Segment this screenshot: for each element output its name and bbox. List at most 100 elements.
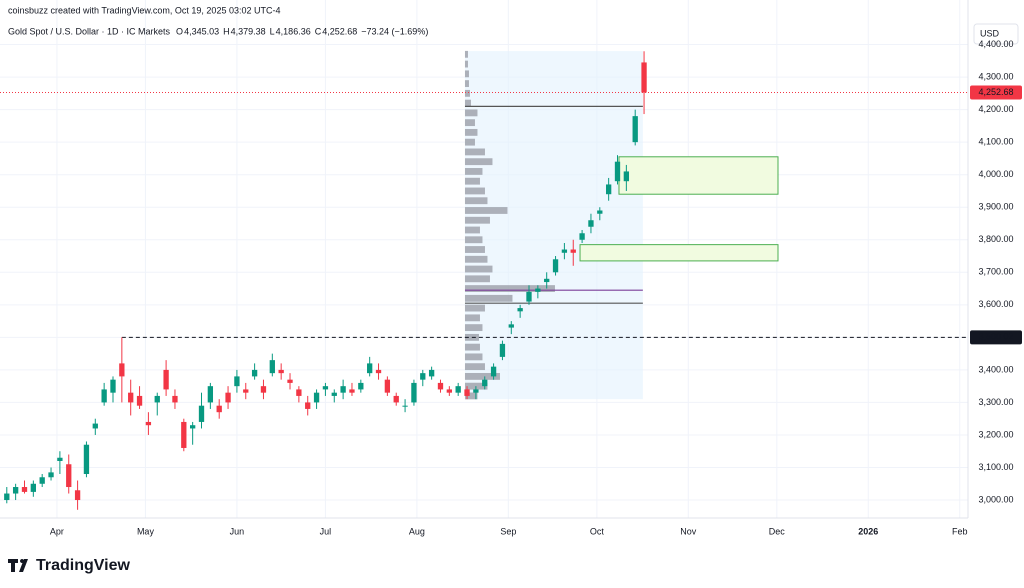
candle-body (30, 483, 36, 492)
candle-body (172, 395, 178, 403)
currency[interactable]: USD (980, 28, 1000, 38)
candle-body (490, 366, 497, 377)
x-tick-label: Nov (680, 526, 697, 536)
x-tick-label: Aug (409, 526, 425, 536)
candle-body (322, 386, 329, 390)
brand: TradingView (36, 557, 131, 574)
candle-body (473, 389, 479, 393)
candle-body (163, 369, 169, 390)
candle-body (632, 116, 638, 143)
y-tick-label: 3,700.00 (978, 267, 1013, 277)
candle-body (535, 288, 541, 292)
candle-body (145, 421, 152, 426)
candle-body (154, 395, 160, 403)
x-tick-label: Jul (320, 526, 332, 536)
candle-body (420, 373, 426, 380)
ohlc-key: H (223, 26, 230, 36)
candle-body (641, 62, 647, 93)
ohlc-value: 4,379.38 (231, 26, 266, 36)
y-tick-label: 3,200.00 (978, 429, 1013, 439)
x-tick-label: 2026 (858, 526, 878, 536)
volume-profile-bar (464, 265, 493, 273)
candle-body (455, 386, 461, 393)
candle-body (508, 324, 514, 328)
candle-body (225, 392, 231, 403)
candle-body (614, 161, 621, 182)
ohlc-value: 4,252.68 (322, 26, 357, 36)
y-tick-label: 4,300.00 (978, 71, 1013, 81)
candle-body (234, 376, 240, 387)
zone (618, 156, 779, 195)
candle-body (251, 369, 258, 377)
candle-body (428, 369, 435, 377)
zone (579, 244, 779, 262)
volume-profile-bar (464, 216, 490, 224)
range-box (464, 51, 643, 400)
volume-profile-bar (464, 236, 483, 244)
candle-body (269, 360, 275, 374)
candle-body (101, 389, 107, 403)
candle-body (39, 477, 45, 484)
candle-body (287, 379, 293, 383)
volume-profile-bar (464, 226, 480, 234)
candle-body (305, 402, 311, 409)
candle-body (623, 171, 630, 182)
candle-body (74, 490, 81, 501)
candle-body (128, 392, 134, 403)
last-price-box (970, 85, 1022, 100)
candle-body (12, 487, 19, 494)
candle-body (198, 405, 205, 422)
candle-body (243, 389, 249, 393)
y-tick-label: 4,200.00 (978, 104, 1013, 114)
candle-body (119, 363, 125, 377)
candle-body (349, 389, 355, 393)
candle-body (260, 386, 267, 393)
volume-profile-bar (464, 275, 490, 283)
volume-profile-bar (464, 314, 480, 322)
candle-body (411, 382, 417, 403)
y-tick-label: 4,400.00 (978, 39, 1013, 49)
volume-profile-bar (464, 119, 475, 127)
x-tick-label: Jun (230, 526, 245, 536)
candle-body (464, 389, 470, 396)
currency-button[interactable] (973, 23, 1019, 45)
ohlc-key: O (176, 26, 183, 36)
volume-profile-bar (464, 353, 483, 361)
candle-body (375, 369, 382, 374)
volume-profile-bar (464, 255, 488, 263)
volume-profile-bar (464, 187, 485, 195)
candle-body (446, 389, 452, 393)
candle-body (517, 308, 523, 312)
volume-profile-bar (464, 138, 475, 146)
volume-profile-bar (464, 168, 483, 175)
y-tick-label: 4,100.00 (978, 137, 1013, 147)
change: −73.24 (−1.69%) (361, 26, 428, 36)
x-tick-label: Apr (50, 526, 64, 536)
volume-profile-bar (464, 246, 485, 253)
y-tick-label: 3,300.00 (978, 397, 1013, 407)
reference-price-label: 3,500.02 (978, 332, 1013, 342)
volume-profile-bar (464, 207, 508, 214)
volume-profile-bar (464, 50, 468, 58)
volume-profile-bar (464, 285, 555, 292)
volume-profile-bar (464, 89, 470, 97)
volume-profile-bar (464, 363, 485, 371)
ohlc-value: 4,186.36 (276, 26, 311, 36)
candle-body (92, 423, 98, 429)
candle-body (21, 487, 28, 492)
y-tick-label: 3,100.00 (978, 462, 1013, 472)
volume-profile-bar (464, 60, 468, 68)
candle-body (313, 392, 320, 403)
candle-body (570, 249, 576, 253)
x-tick-label: Feb (952, 526, 968, 536)
candle-body (331, 392, 337, 396)
logo (8, 559, 28, 572)
candle-body (278, 369, 284, 374)
volume-profile-bar (464, 70, 469, 78)
candle-body (136, 395, 143, 406)
candle-body (544, 278, 550, 283)
y-tick-label: 3,900.00 (978, 202, 1013, 212)
y-tick-label: 4,000.00 (978, 169, 1013, 179)
volume-profile-bar (464, 304, 485, 312)
